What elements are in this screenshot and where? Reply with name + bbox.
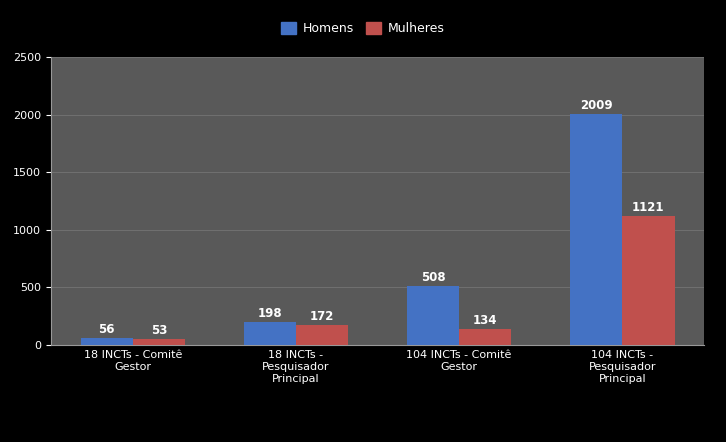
Text: 1121: 1121 [632,201,665,214]
Text: 508: 508 [420,271,445,284]
Text: 172: 172 [310,310,334,323]
Bar [459,329,511,345]
Text: 56: 56 [99,323,115,336]
Text: 53: 53 [151,324,167,337]
Bar [622,216,674,345]
Bar [407,286,459,345]
Bar [133,339,185,345]
Text: 198: 198 [258,307,282,320]
Bar [244,322,296,345]
Bar [81,338,133,345]
Text: 2009: 2009 [580,99,613,112]
Bar [570,114,622,345]
Bar [296,325,348,345]
Text: 134: 134 [473,314,497,327]
Legend: Homens, Mulheres: Homens, Mulheres [277,17,449,40]
